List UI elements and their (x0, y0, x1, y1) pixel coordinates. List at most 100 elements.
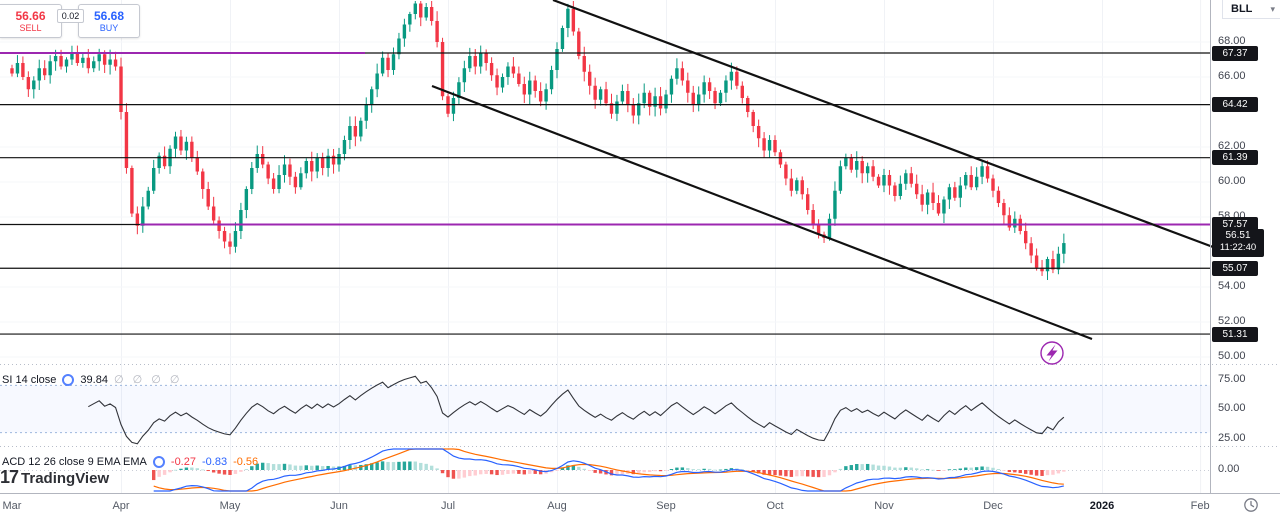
macd-histogram-bar (326, 465, 330, 470)
macd-line-value: -0.83 (201, 456, 228, 468)
candle-body (277, 175, 281, 189)
macd-histogram-bar (806, 470, 810, 477)
macd-histogram-bar (985, 466, 990, 470)
candle-body (980, 166, 984, 177)
time-axis-label-may[interactable]: May (219, 500, 241, 512)
macd-histogram-bar (162, 470, 167, 475)
macd-histogram-bar (795, 470, 799, 477)
candle-body (413, 3, 417, 14)
rsi-line (88, 375, 1065, 445)
time-axis-label-nov[interactable]: Nov (874, 500, 894, 512)
candle-body (936, 203, 941, 214)
trendline[interactable] (431, 84, 1093, 341)
candle-body (1062, 243, 1066, 254)
macd-histogram-bar (560, 467, 565, 470)
macd-histogram-bar (250, 466, 254, 470)
macd-histogram-bar (1034, 470, 1039, 476)
macd-histogram-bar (424, 463, 428, 470)
time-axis-label-2026[interactable]: 2026 (1089, 500, 1115, 512)
watchlist-symbol-chip[interactable]: BLL ▾ (1222, 0, 1280, 19)
macd-histogram-bar (958, 468, 962, 470)
candle-body (353, 126, 358, 137)
macd-histogram-bar (277, 464, 281, 470)
candle-body (833, 190, 837, 219)
macd-histogram-bar (152, 470, 156, 481)
time-axis-label-oct[interactable]: Oct (766, 500, 784, 512)
macd-histogram-bar (876, 465, 881, 470)
rsi-title[interactable]: SI 14 close (2, 373, 57, 386)
macd-histogram-bar (495, 470, 499, 476)
candle-body (370, 89, 374, 105)
time-axis-label-feb[interactable]: Feb (1190, 500, 1210, 512)
macd-histogram-bar (413, 461, 417, 470)
macd-histogram-bar (746, 470, 750, 471)
candle-body (326, 155, 330, 168)
price-level-badge: 67.37 (1212, 45, 1258, 61)
candle-body (756, 126, 761, 139)
macd-histogram-bar (342, 465, 347, 470)
macd-histogram-bar (206, 470, 210, 472)
sell-price: 56.66 (15, 8, 46, 23)
macd-histogram-bar (348, 465, 352, 470)
time-axis-label-sep[interactable]: Sep (656, 500, 676, 512)
candle-body (419, 3, 423, 18)
order-panel: 56.66 SELL 0.02 56.68 BUY (0, 4, 142, 40)
trendline[interactable] (552, 0, 1214, 249)
time-axis-label-apr[interactable]: Apr (112, 500, 130, 512)
macd-histogram-bar (457, 470, 461, 479)
time-axis-label-jul[interactable]: Jul (440, 500, 456, 512)
candle-body (10, 68, 14, 74)
candle-body (964, 175, 968, 186)
macd-histogram-bar (1040, 470, 1044, 476)
candle-body (511, 66, 516, 74)
macd-signal-value: -0.56 (233, 456, 259, 468)
candle-body (135, 213, 140, 226)
price-axis-label: 62.00 (1218, 140, 1246, 152)
candle-body (865, 166, 870, 174)
time-axis-label-dec[interactable]: Dec (983, 500, 1003, 512)
macd-histogram-bar (588, 470, 592, 471)
price-axis-label: 60.00 (1218, 175, 1246, 187)
buy-button[interactable]: 56.68 BUY (78, 4, 140, 38)
candle-body (555, 49, 559, 70)
candle-body (827, 218, 832, 238)
macd-histogram-bar (653, 470, 657, 472)
candle-body (898, 183, 903, 196)
macd-histogram-bar (1062, 470, 1066, 472)
candle-body (479, 52, 483, 67)
candle-body (506, 66, 510, 77)
candle-body (304, 161, 308, 174)
macd-histogram-bar (506, 470, 510, 474)
candle-body (653, 96, 657, 107)
macd-histogram-bar (647, 470, 652, 473)
candle-body (675, 68, 679, 79)
candle-body (702, 82, 706, 95)
clock-icon[interactable] (1243, 497, 1259, 513)
time-axis-label-aug[interactable]: Aug (547, 500, 567, 512)
time-axis-label-jun[interactable]: Jun (330, 500, 348, 512)
lightning-bolt-icon[interactable] (1046, 344, 1058, 362)
candle-body (795, 180, 799, 191)
macd-histogram-bar (190, 467, 194, 470)
tradingview-logo[interactable]: 17 TradingView (0, 467, 109, 488)
candle-body (1034, 255, 1039, 268)
candle-body (767, 140, 772, 151)
macd-histogram-bar (904, 467, 908, 470)
candle-body (887, 175, 892, 186)
candle-body (1056, 253, 1061, 270)
macd-histogram-bar (571, 465, 576, 470)
candle-body (751, 112, 755, 126)
macd-histogram-bar (288, 464, 292, 470)
macd-histogram-bar (762, 470, 766, 475)
sell-button[interactable]: 56.66 SELL (0, 4, 62, 38)
time-axis-label-mar[interactable]: Mar (2, 500, 22, 512)
candle-body (179, 136, 183, 151)
macd-histogram-value: -0.27 (170, 456, 196, 468)
macd-title[interactable]: ACD 12 26 close 9 EMA EMA (2, 456, 147, 468)
candle-body (43, 68, 47, 76)
candle-body (969, 175, 973, 188)
candle-body (364, 105, 368, 121)
candle-body (228, 241, 232, 247)
